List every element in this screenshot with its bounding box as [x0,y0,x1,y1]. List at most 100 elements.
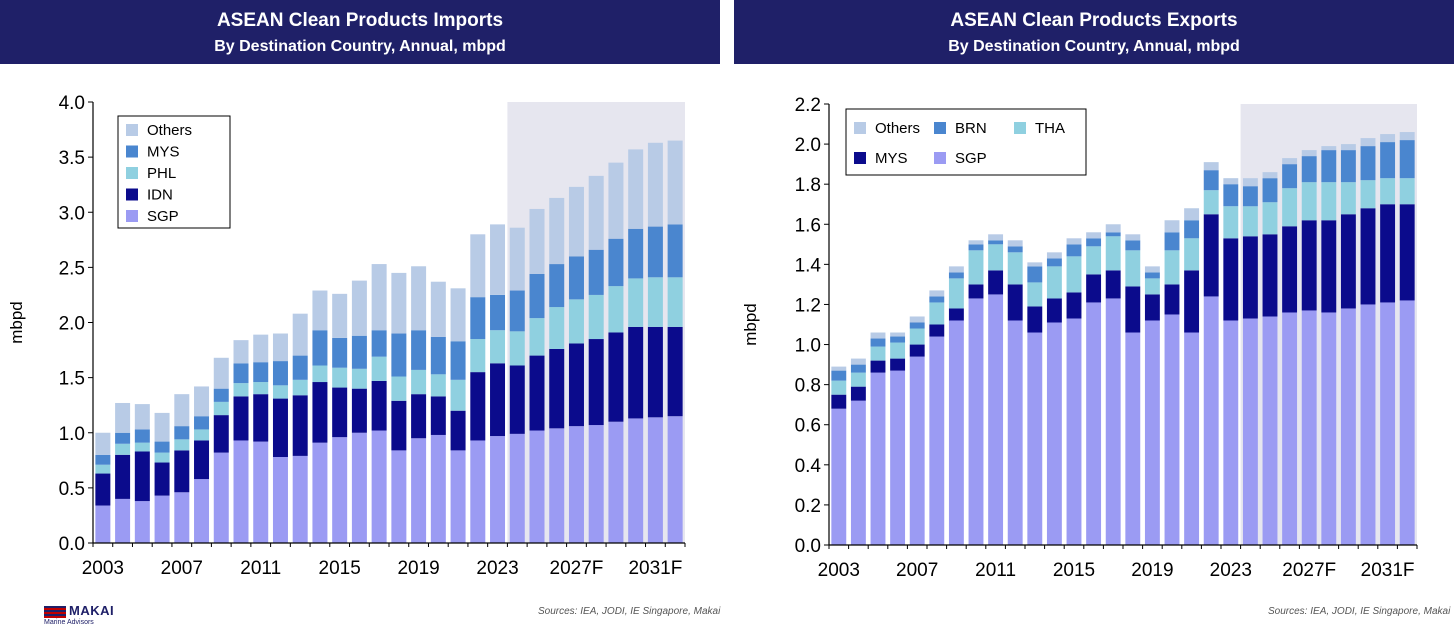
bar-sgp-2016 [1086,302,1102,545]
bar-sgp-2031F [647,417,663,543]
bar-sgp-2019 [411,438,427,543]
bar-sgp-2011 [988,294,1004,545]
x-tick-label-2027F: 2027F [550,558,604,579]
bar-mys-2009 [948,308,964,321]
legend-swatch-sgp [934,152,946,164]
bar-brn-2006 [890,336,906,343]
bar-phl-2015 [332,367,348,388]
bar-idn-2011 [253,394,269,442]
bar-sgp-2026 [1282,312,1298,545]
bar-tha-2017 [1105,236,1121,271]
bar-mys-2029 [1340,214,1356,309]
bar-sgp-2028 [1321,312,1337,545]
bar-mys-2030 [1360,208,1376,305]
legend-label-idn: IDN [147,187,173,204]
bar-brn-2014 [1046,258,1062,267]
imports-chart-title: ASEAN Clean Products Imports [216,10,504,31]
bar-phl-2013 [292,379,308,396]
exports-title-bar: ASEAN Clean Products Exports By Destinat… [734,0,1454,64]
imports-source-note: Sources: IEA, JODI, IE Singapore, Makai [538,606,721,617]
bar-sgp-2006 [154,495,170,543]
bar-phl-2007 [174,439,190,451]
bar-mys-2012 [272,361,288,386]
bar-tha-2026 [1282,188,1298,227]
bar-phl-2004 [115,443,131,455]
bar-brn-2032 [1399,140,1415,179]
bar-tha-2019 [1144,278,1160,295]
bar-sgp-2006 [890,370,906,545]
bar-others-2017 [1105,224,1121,233]
bar-mys-2023 [1223,238,1239,321]
bar-mys-2008 [929,324,945,337]
bar-brn-2004 [850,364,866,373]
bar-mys-2021 [1184,270,1200,333]
bar-sgp-2031F [1380,302,1396,545]
y-axis-label: mbpd [741,303,760,346]
bar-idn-2018 [391,400,407,451]
legend-label-sgp: SGP [147,208,179,225]
bar-others-2032 [1399,132,1415,141]
bar-idn-2023 [490,363,506,437]
bar-mys-2018 [391,333,407,377]
bar-mys-2006 [154,441,170,453]
bar-mys-2005 [870,360,886,373]
bar-sgp-2024 [1242,318,1258,545]
y-tick-label: 1.0 [59,424,85,445]
bar-others-2006 [154,412,170,442]
y-tick-label: 2.0 [59,314,85,335]
bar-brn-2020 [1164,232,1180,251]
bar-mys-2024 [509,290,525,332]
bar-mys-2007 [909,344,925,357]
bar-mys-2016 [1086,274,1102,303]
bar-mys-2020 [1164,284,1180,315]
bar-sgp-2003 [831,408,847,545]
bar-others-2031F [1380,134,1396,143]
bar-sgp-2009 [213,452,229,543]
bar-sgp-2008 [929,336,945,545]
bar-mys-2010 [233,363,249,384]
bar-others-2029 [608,162,624,239]
bar-mys-2011 [253,362,269,383]
x-tick-label-2015: 2015 [319,558,361,579]
bar-others-2007 [174,394,190,427]
bar-phl-2003 [95,464,111,474]
bar-others-2009 [948,266,964,273]
bar-others-2032 [667,140,683,225]
bar-others-2026 [1282,158,1298,165]
bar-sgp-2014 [312,442,328,543]
bar-mys-2019 [411,330,427,370]
bar-sgp-2032 [667,416,683,543]
legend-swatch-tha [1014,122,1026,134]
bar-others-2019 [1144,266,1160,273]
bar-others-2028 [588,175,604,250]
bar-others-2004 [850,358,866,365]
bar-sgp-2010 [233,440,249,543]
bar-phl-2016 [351,368,367,389]
bar-mys-2024 [1242,236,1258,319]
bar-mys-2017 [371,330,387,357]
bar-idn-2027F [568,343,584,427]
bar-phl-2026 [549,307,565,349]
bar-tha-2023 [1223,206,1239,239]
bar-phl-2014 [312,365,328,383]
bar-mys-2003 [831,394,847,409]
bar-sgp-2004 [115,498,131,543]
bar-idn-2019 [411,394,427,439]
bar-phl-2023 [490,330,506,364]
bar-sgp-2017 [371,430,387,543]
exports-panel: ASEAN Clean Products Exports By Destinat… [734,0,1454,600]
bar-sgp-2022 [1203,296,1219,545]
bar-mys-2004 [115,432,131,444]
bar-brn-2015 [1066,244,1082,257]
bar-mys-2007 [174,426,190,440]
bar-tha-2029 [1340,182,1356,215]
bar-mys-2006 [890,358,906,371]
bar-phl-2006 [154,452,170,463]
x-tick-label-2023: 2023 [1210,560,1252,581]
y-axis-label: mbpd [7,301,26,344]
bar-others-2005 [870,332,886,339]
bar-mys-2013 [292,355,308,380]
bar-phl-2029 [608,286,624,333]
bar-phl-2020 [430,374,446,397]
bar-sgp-2029 [608,421,624,543]
